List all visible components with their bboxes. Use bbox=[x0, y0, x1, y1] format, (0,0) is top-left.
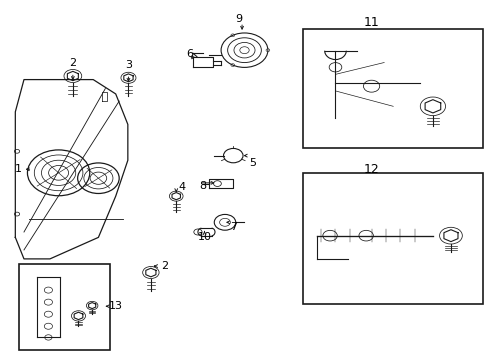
Text: 10: 10 bbox=[197, 232, 211, 242]
Text: 13: 13 bbox=[109, 301, 122, 311]
Text: 12: 12 bbox=[363, 163, 378, 176]
Text: 8: 8 bbox=[199, 181, 206, 192]
Text: 2: 2 bbox=[160, 261, 167, 271]
Bar bbox=[303, 173, 483, 304]
Text: 11: 11 bbox=[363, 17, 378, 30]
Text: 4: 4 bbox=[178, 182, 185, 192]
Text: 5: 5 bbox=[249, 158, 256, 168]
Bar bbox=[303, 30, 483, 148]
Text: 3: 3 bbox=[125, 60, 132, 70]
Text: 2: 2 bbox=[69, 58, 76, 68]
Text: 6: 6 bbox=[186, 49, 193, 59]
Bar bbox=[19, 264, 110, 350]
Text: 7: 7 bbox=[229, 222, 236, 232]
Text: 9: 9 bbox=[235, 14, 242, 24]
Text: 1: 1 bbox=[15, 164, 22, 174]
